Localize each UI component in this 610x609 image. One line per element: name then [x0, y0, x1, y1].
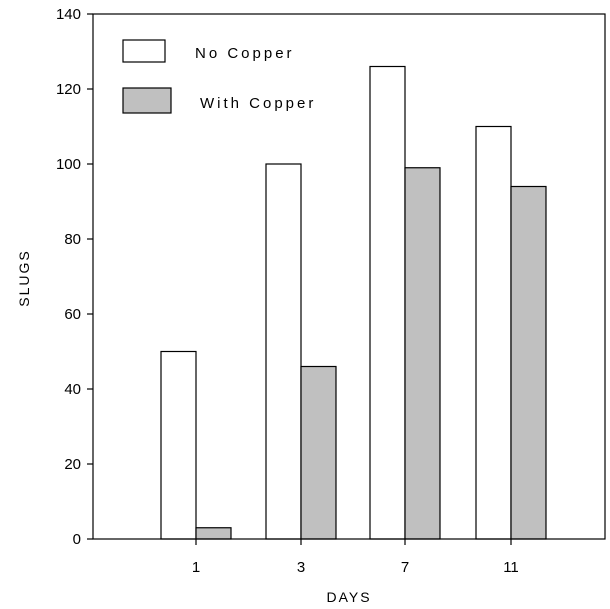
x-tick-label: 1: [192, 559, 200, 576]
y-axis-label: SLUGS: [16, 249, 32, 306]
bar-no-copper-day-11: [475, 125, 512, 540]
y-tick-label: 0: [73, 531, 81, 548]
y-tick-label: 80: [64, 231, 81, 248]
y-axis-ticks: 0 20 40 60 80 100 120 140: [56, 6, 93, 548]
legend-swatch-no-copper: [122, 39, 166, 63]
legend-swatch-with-copper: [122, 87, 172, 114]
y-tick-label: 100: [56, 156, 81, 173]
bar-with-copper-day-3: [300, 365, 337, 540]
bar-no-copper-day-3: [265, 163, 302, 540]
bar-no-copper-day-7: [369, 65, 406, 540]
legend-label-with-copper: With Copper: [200, 95, 316, 112]
y-tick-label: 120: [56, 81, 81, 98]
y-tick-label: 140: [56, 6, 81, 23]
y-tick-label: 40: [64, 381, 81, 398]
x-tick-label: 7: [401, 559, 409, 576]
legend: No Copper With Copper: [122, 39, 316, 114]
x-tick-label: 3: [297, 559, 305, 576]
bar-with-copper-day-11: [510, 185, 547, 540]
x-tick-label: 11: [503, 559, 519, 576]
y-tick-label: 20: [64, 456, 81, 473]
bar-with-copper-day-1: [195, 527, 232, 540]
x-axis-label: DAYS: [326, 589, 371, 605]
bars: [160, 65, 547, 540]
bar-with-copper-day-7: [404, 167, 441, 540]
y-tick-label: 60: [64, 306, 81, 323]
x-axis-ticks: 1 3 7 11: [192, 539, 519, 576]
bar-no-copper-day-1: [160, 350, 197, 540]
legend-label-no-copper: No Copper: [195, 45, 295, 62]
plot-frame: [92, 13, 606, 540]
